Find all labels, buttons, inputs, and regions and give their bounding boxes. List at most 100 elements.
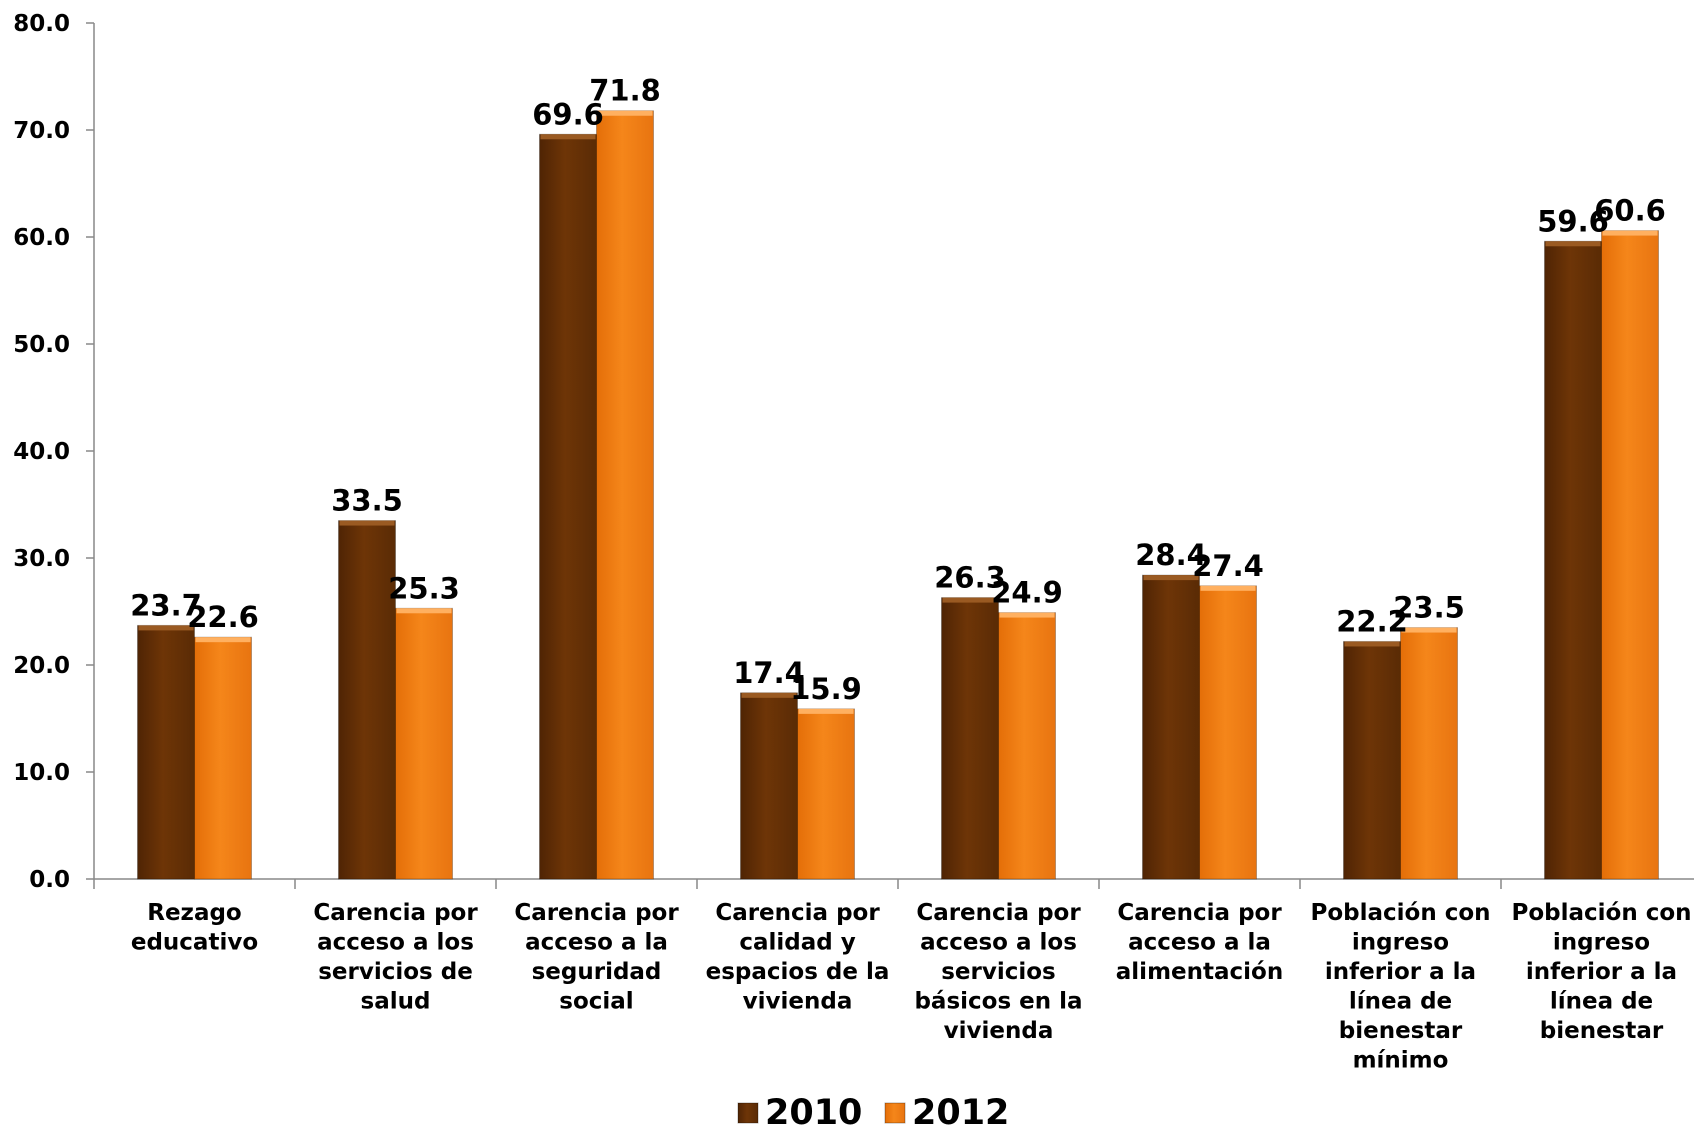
bar-cap-2010-0 [138,625,194,631]
bar-cap-2010-5 [1143,575,1199,581]
data-labels: 23.722.6 33.5 25.3 69.671.8 17.415.9 26.324.9… [130,74,1666,706]
data-label-2010-5: 28.4 [1135,538,1207,572]
category-label-line: Carencia por [1117,900,1282,926]
category-label-line: mínimo [1353,1048,1449,1074]
bar-2012-3 [797,708,855,880]
y-tick-label: 0.0 [29,867,70,893]
bar-cap-2012-7 [1602,230,1658,236]
bar-cap-2010-7 [1545,241,1601,247]
y-tick-label: 30.0 [13,546,70,572]
category-label-line: acceso a la [1128,930,1271,956]
data-label-2010-7: 59.6 [1537,204,1609,238]
data-label-2012-4: 24.9 [991,576,1063,610]
legend-swatch-2012 [884,1102,906,1124]
bar-2012-4 [998,612,1056,880]
data-label-2012-0: 22.6 [187,600,259,634]
bar-2010-0 [137,624,195,880]
category-label-line: Carencia por [514,900,679,926]
bar-2010-6 [1343,640,1401,880]
bar-2010-7 [1544,240,1602,880]
category-label-line: Población con [1310,900,1490,926]
bar-cap-2010-4 [942,597,998,603]
y-tick-label: 20.0 [13,653,70,679]
bar-cap-2010-2 [540,134,596,140]
data-label-2010-3: 17.4 [733,656,805,690]
category-label-line: bienestar [1339,1018,1463,1044]
bar-cap-2010-1 [339,520,395,526]
category-label-line: alimentación [1116,959,1283,985]
bar-2010-5 [1142,574,1200,880]
category-label-line: línea de [1550,989,1653,1015]
bar-2012-5 [1199,585,1257,880]
category-label-line: servicios de [318,959,473,985]
category-label-5: Carencia por acceso a la alimentación [1116,900,1283,985]
bar-cap-2012-1 [396,608,452,614]
category-label-line: servicios [941,959,1056,985]
category-label-line: Rezago [147,900,241,926]
category-label-6: Población con ingreso inferior a la línea d… [1310,900,1490,1074]
data-label-2010-4: 26.3 [934,561,1006,595]
bar-2010-3 [740,692,798,880]
data-label-2012-5: 27.4 [1192,549,1264,583]
category-label-line: bienestar [1540,1018,1664,1044]
y-tick-label: 40.0 [13,439,70,465]
bars [137,110,1659,880]
bar-cap-2012-5 [1200,585,1256,591]
category-label-line: inferior a la [1325,959,1476,985]
category-label-line: línea de [1349,989,1452,1015]
bar-cap-2012-6 [1401,627,1457,633]
data-label-2012-6: 23.5 [1393,591,1465,625]
legend: 2010 2012 [737,1093,1009,1133]
category-label-2: Carencia por acceso a la seguridad social [514,900,679,1015]
category-label-line: vivienda [944,1018,1054,1044]
data-label-2012-7: 60.6 [1594,194,1666,228]
category-label-line: salud [361,989,431,1015]
category-label-line: acceso a los [317,930,474,956]
category-label-line: Población con [1511,900,1691,926]
data-label-2012-1: 25.3 [388,571,460,605]
bar-2010-4 [941,597,999,880]
category-label-0: Rezago educativo [131,900,258,956]
data-label-2010-2: 69.6 [532,97,604,131]
data-label-2010-6: 22.2 [1336,604,1408,638]
bar-2010-2 [539,133,597,880]
bar-cap-2012-0 [195,637,251,643]
category-labels: Rezago educativo Carencia por acceso a los s… [131,900,1692,1074]
y-tick-label: 60.0 [13,225,70,251]
data-label-2012-2: 71.8 [589,74,661,108]
bar-cap-2012-2 [597,110,653,116]
category-label-7: Población con ingreso inferior a la línea d… [1511,900,1691,1044]
y-tick-label: 80.0 [13,11,70,37]
category-label-line: seguridad [532,959,662,985]
category-label-line: social [559,989,633,1015]
axes: 0.0 10.0 20.0 30.0 40.0 50.0 60.0 70.0 80.0 [13,11,1694,893]
bar-2010-1 [338,520,396,880]
y-tick-label: 70.0 [13,118,70,144]
bar-cap-2012-4 [999,612,1055,618]
category-label-line: Carencia por [715,900,880,926]
bar-2012-1 [395,607,453,880]
bar-2012-6 [1400,627,1458,880]
data-label-2012-3: 15.9 [790,672,862,706]
category-label-line: ingreso [1553,930,1650,956]
category-label-1: Carencia por acceso a los servicios de salu… [313,900,478,1015]
category-label-4: Carencia por acceso a los servicios básicos… [914,900,1082,1044]
data-label-2010-0: 23.7 [130,588,202,622]
bar-2012-2 [596,110,654,880]
category-label-line: inferior a la [1526,959,1677,985]
category-label-line: ingreso [1352,930,1449,956]
bar-2012-7 [1601,230,1659,880]
legend-label-2010: 2010 [765,1093,862,1129]
category-label-line: Carencia por [916,900,1081,926]
category-label-line: Carencia por [313,900,478,926]
category-label-line: espacios de la [706,959,890,985]
category-label-3: Carencia por calidad y espacios de la vivie… [706,900,890,1015]
category-label-line: acceso a los [920,930,1077,956]
category-label-line: acceso a la [525,930,668,956]
legend-swatch-2010 [737,1102,759,1124]
category-label-line: básicos en la [914,989,1082,1015]
bar-cap-2010-3 [741,692,797,698]
category-label-line: vivienda [743,989,853,1015]
